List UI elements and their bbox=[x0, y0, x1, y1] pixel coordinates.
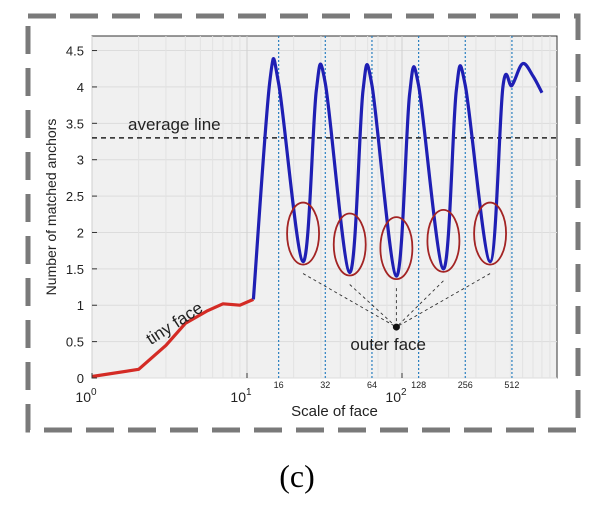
y-tick-label: 0.5 bbox=[66, 335, 84, 350]
y-tick-label: 1.5 bbox=[66, 262, 84, 277]
dashed-border bbox=[25, 13, 581, 433]
figure-caption: (c) bbox=[279, 458, 315, 494]
anchor-scale-labels: 16 32 64 128 256 512 bbox=[274, 380, 520, 390]
circled-minima bbox=[286, 201, 507, 281]
pointer-line bbox=[349, 284, 397, 328]
anchor-scale-label: 32 bbox=[320, 380, 330, 390]
outer-face-pointer-lines bbox=[302, 273, 491, 328]
anchor-scale-label: 128 bbox=[411, 380, 426, 390]
y-tick-label: 2.5 bbox=[66, 189, 84, 204]
y-tick-label: 3 bbox=[77, 153, 84, 168]
minimum-circle bbox=[473, 201, 507, 266]
anchor-scale-label: 16 bbox=[274, 380, 284, 390]
y-tick-label: 1 bbox=[77, 298, 84, 313]
y-axis-ticks: 0 0.5 1 1.5 2 2.5 3 3.5 4 4.5 bbox=[66, 44, 97, 386]
y-tick-label: 3.5 bbox=[66, 116, 84, 131]
pointer-line bbox=[396, 280, 444, 328]
outer-face-point bbox=[392, 323, 400, 331]
y-tick-label: 4.5 bbox=[66, 44, 84, 59]
x-tick-label: 101 bbox=[230, 387, 252, 405]
x-tick-label: 102 bbox=[385, 387, 407, 405]
anchor-scale-label: 64 bbox=[367, 380, 377, 390]
y-tick-label: 2 bbox=[77, 225, 84, 240]
average-line-label: average line bbox=[128, 115, 221, 134]
outer-face-annotation: outer face bbox=[350, 335, 426, 354]
tiny-face-series-line bbox=[91, 297, 255, 379]
x-axis-label: Scale of face bbox=[291, 403, 378, 420]
x-tick-label: 100 bbox=[75, 387, 97, 405]
anchor-scale-label: 256 bbox=[458, 380, 473, 390]
y-axis-label: Number of matched anchors bbox=[43, 119, 59, 296]
anchor-series-line bbox=[251, 57, 544, 300]
x-axis-ticks: 100 101 102 bbox=[75, 373, 407, 405]
y-tick-label: 4 bbox=[77, 80, 84, 95]
minimum-circle bbox=[426, 208, 461, 273]
anchor-scale-label: 512 bbox=[504, 380, 519, 390]
y-tick-label: 0 bbox=[77, 371, 84, 386]
minimum-circle bbox=[332, 212, 367, 277]
minimum-circle bbox=[286, 201, 320, 266]
minimum-circle bbox=[379, 216, 414, 281]
